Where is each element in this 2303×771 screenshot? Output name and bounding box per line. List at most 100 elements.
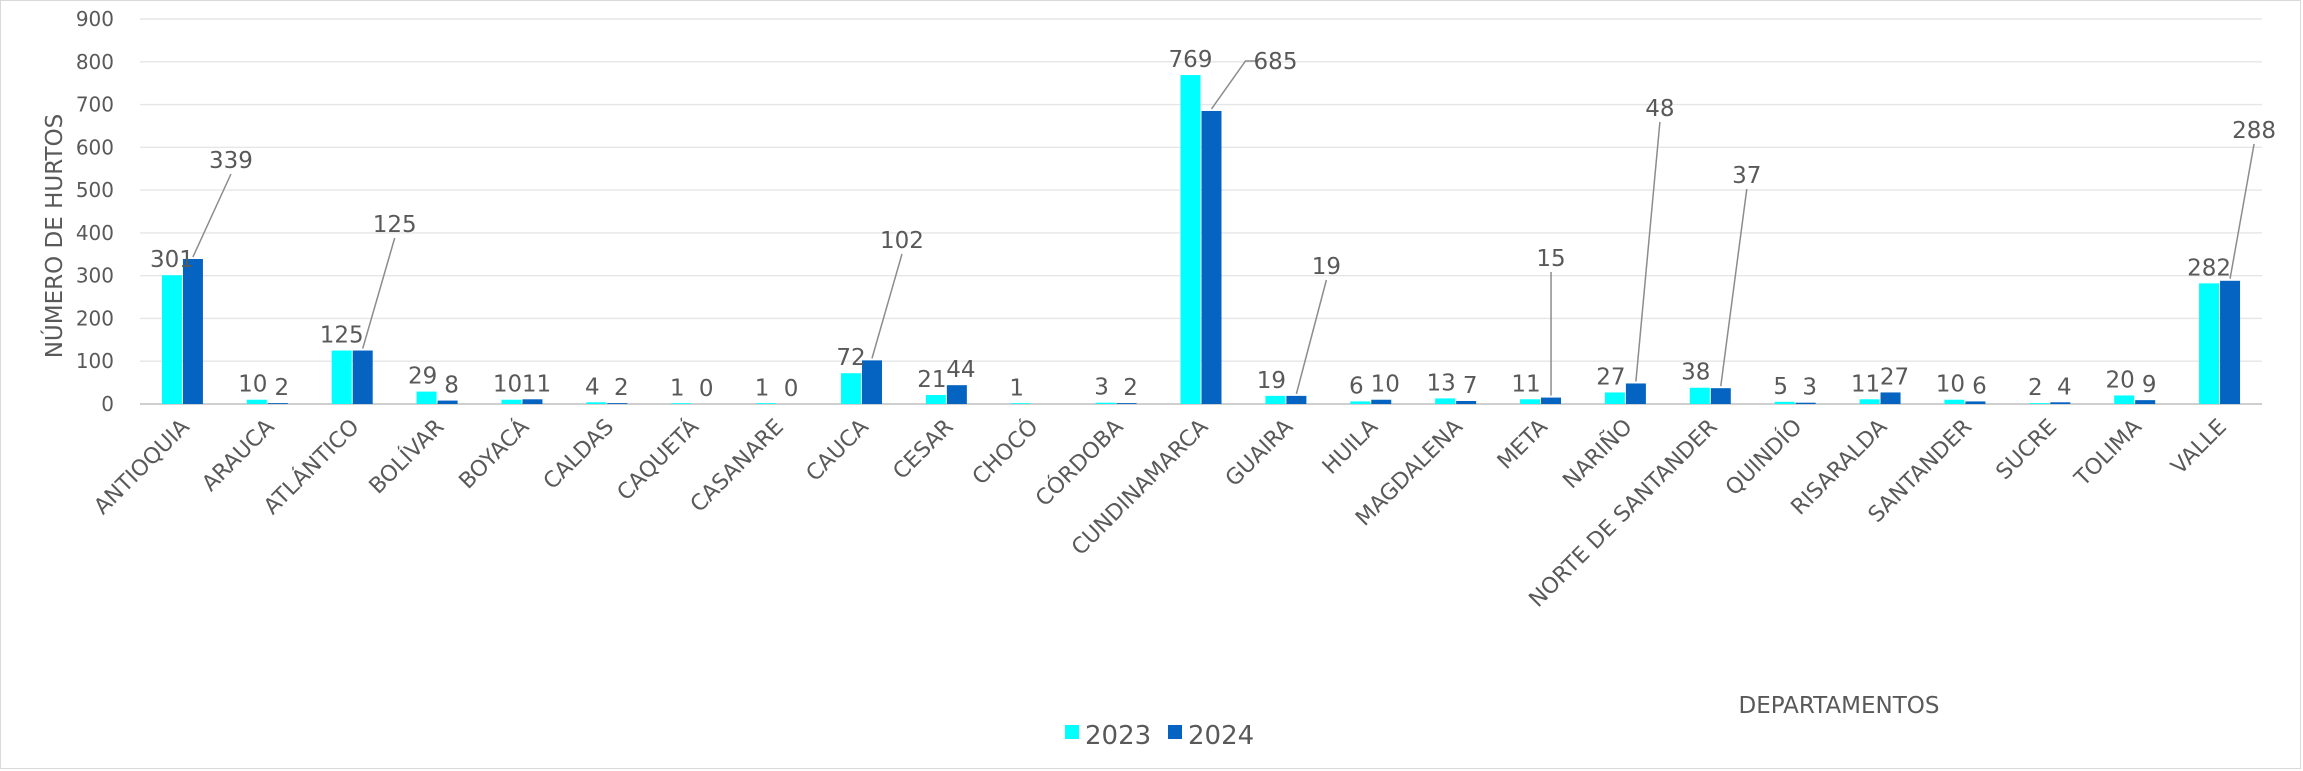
bar-2024-magdalena [1456, 401, 1477, 404]
category-label: CHOCÓ [967, 414, 1043, 490]
bar-2023-boyacá [501, 399, 522, 404]
bar-2024-valle [2220, 280, 2241, 404]
data-label-2024: 102 [880, 228, 924, 254]
bar-2024-santander [1965, 401, 1986, 404]
data-label-2023: 2 [2028, 375, 2043, 401]
category-label: BOYACÁ [454, 414, 534, 494]
y-tick-label: 200 [76, 306, 114, 330]
bar-2024-norte-de-santander [1710, 388, 1731, 404]
legend-swatch-2024 [1168, 725, 1182, 739]
bar-2024-risaralda [1880, 392, 1901, 404]
bar-2024-quindío [1795, 402, 1816, 404]
data-label-2023: 29 [408, 364, 437, 390]
bar-2023-caldas [586, 402, 607, 404]
y-tick-label: 500 [76, 178, 114, 202]
bar-2024-boyacá [522, 399, 543, 404]
y-tick-label: 900 [76, 7, 114, 31]
bar-2024-tolima [2135, 400, 2156, 404]
data-label-2023: 11 [1851, 371, 1880, 397]
data-label-2023: 4 [585, 374, 600, 400]
leader-line [1295, 279, 1328, 395]
leader-line [192, 173, 232, 258]
bar-2023-tolima [2114, 395, 2135, 404]
bars [161, 75, 2241, 405]
label-leader-lines [192, 60, 2255, 396]
y-axis-title: NÚMERO DE HURTOS [40, 114, 68, 359]
bar-2024-arauca [267, 403, 288, 404]
bar-2024-antioquia [182, 258, 203, 404]
data-label-2024: 339 [209, 148, 253, 174]
bar-2024-guaira [1286, 395, 1307, 404]
data-label-2023: 72 [836, 345, 865, 371]
category-label: CAQUETÁ [612, 414, 704, 506]
data-label-2023: 19 [1257, 368, 1286, 394]
category-label: VALLE [2167, 415, 2232, 480]
data-label-2024: 48 [1645, 96, 1674, 122]
data-label-2023: 301 [150, 247, 194, 273]
bar-2024-bolívar [437, 400, 458, 404]
category-label: SUCRE [1992, 415, 2062, 485]
data-label-2023: 1 [670, 376, 685, 402]
data-label-2023: 282 [2187, 255, 2231, 281]
data-label-2024: 288 [2232, 118, 2276, 144]
bar-2023-guaira [1265, 395, 1286, 404]
data-label-2024: 125 [373, 212, 417, 238]
legend: 2023 2024 [1065, 721, 1254, 751]
y-tick-label: 400 [76, 221, 114, 245]
bar-2023-cundinamarca [1180, 75, 1201, 405]
data-label-2024: 8 [444, 373, 459, 399]
data-label-2023: 1 [755, 376, 770, 402]
y-tick-label: 100 [76, 349, 114, 373]
data-label-2023: 125 [320, 323, 364, 349]
legend-label-2024: 2024 [1188, 721, 1254, 751]
category-label: CESAR [889, 415, 959, 485]
data-label-2024: 3 [1802, 375, 1817, 401]
bar-2023-nariño [1604, 392, 1625, 404]
y-tick-label: 300 [76, 264, 114, 288]
y-tick-label: 0 [101, 392, 114, 416]
bar-2024-atlántico [352, 350, 373, 404]
bar-2023-casanare [756, 403, 777, 404]
bar-2023-magdalena [1435, 398, 1456, 404]
bar-2023-meta [1520, 399, 1541, 404]
data-label-2023: 11 [1511, 371, 1540, 397]
bar-2024-meta [1541, 397, 1562, 404]
data-label-2024: 15 [1536, 246, 1565, 272]
bar-2024-sucre [2050, 402, 2071, 404]
bar-2023-antioquia [161, 275, 182, 404]
bar-2023-valle [2199, 283, 2220, 404]
category-label: TOLIMA [2069, 415, 2146, 492]
category-label: HUILA [1318, 415, 1383, 480]
leader-line [1210, 60, 1256, 110]
data-label-2023: 21 [917, 367, 946, 393]
data-label-2024: 11 [522, 371, 551, 397]
category-label: META [1493, 415, 1553, 475]
y-tick-label: 800 [76, 50, 114, 74]
bar-2023-cesar [925, 395, 946, 404]
bar-2024-caldas [607, 403, 628, 404]
data-label-2023: 6 [1349, 373, 1364, 399]
data-label-2023: 13 [1426, 370, 1455, 396]
data-label-2023: 38 [1681, 360, 1710, 386]
data-label-2023: 10 [238, 372, 267, 398]
data-label-2024: 19 [1312, 254, 1341, 280]
leader-line [2229, 143, 2255, 279]
data-label-2024: 9 [2142, 372, 2157, 398]
data-label-2023: 10 [1936, 372, 1965, 398]
bar-2024-cauca [861, 360, 882, 404]
data-label-2024: 27 [1880, 364, 1909, 390]
bar-2024-cundinamarca [1201, 110, 1222, 404]
data-label-2024: 10 [1371, 372, 1400, 398]
data-label-2023: 27 [1596, 364, 1625, 390]
leader-line [871, 253, 903, 359]
y-tick-label: 600 [76, 135, 114, 159]
data-label-2024: 685 [1254, 49, 1298, 75]
leader-line [361, 237, 396, 349]
x-axis-title: DEPARTAMENTOS [1738, 693, 1939, 719]
leader-line [1635, 121, 1661, 382]
data-label-2024: 6 [1972, 373, 1987, 399]
bar-2023-cauca [840, 373, 861, 404]
bar-2023-arauca [246, 399, 267, 404]
data-label-2024: 37 [1732, 163, 1761, 189]
